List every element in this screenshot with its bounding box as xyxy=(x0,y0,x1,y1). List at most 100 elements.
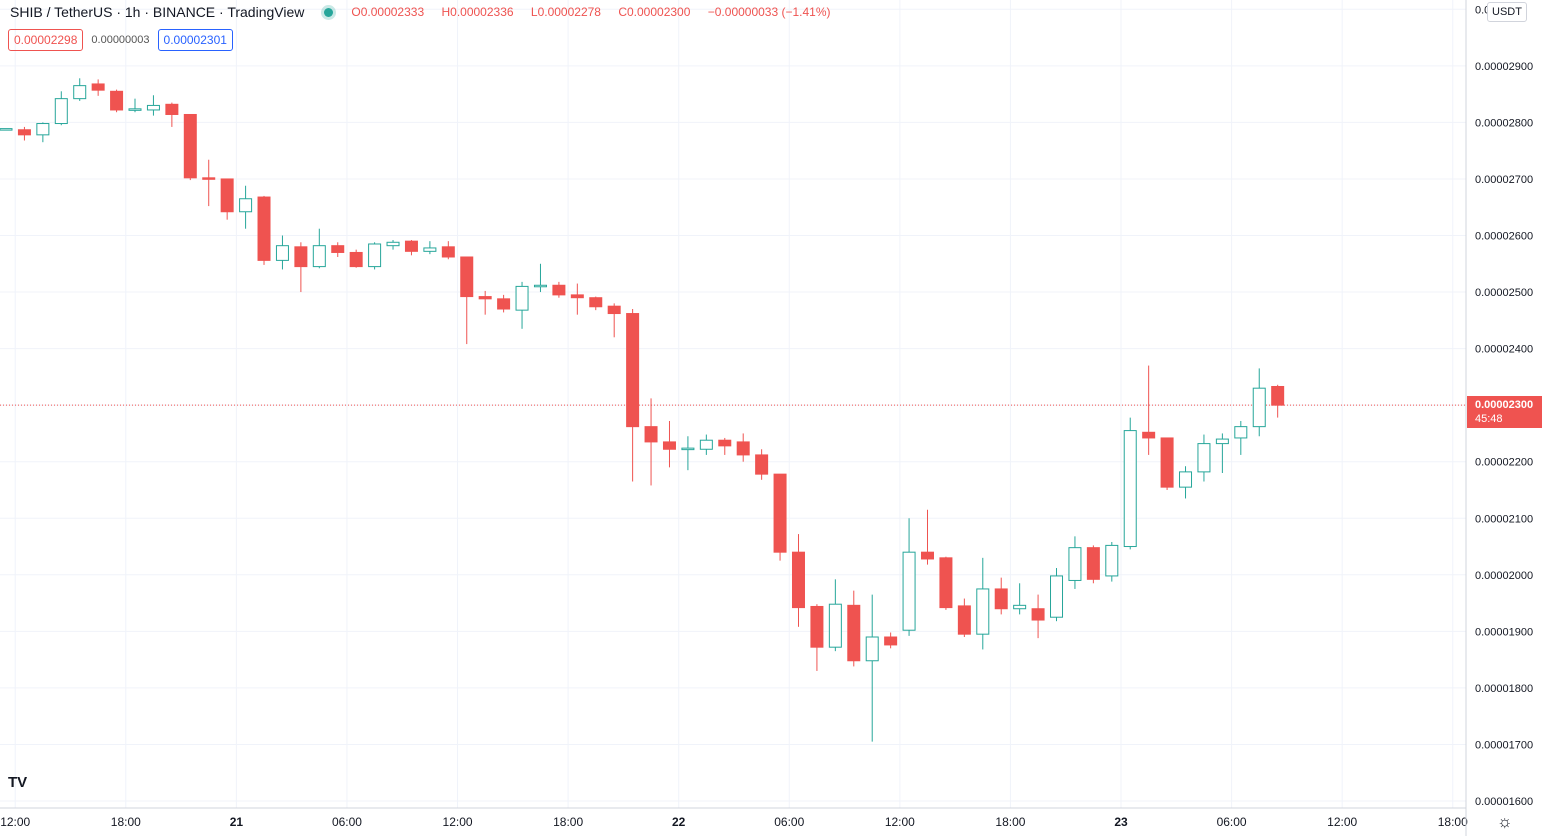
low-value: 0.00002278 xyxy=(537,5,601,19)
y-tick-label: 0.00001900 xyxy=(1475,626,1533,638)
low-key: L xyxy=(530,5,538,19)
candle-down xyxy=(736,441,750,456)
candle-up xyxy=(423,247,437,252)
candle-down xyxy=(718,439,732,447)
candle-down xyxy=(294,246,308,268)
candle-up xyxy=(1068,547,1082,581)
x-tick-label: 12:00 xyxy=(885,815,915,829)
x-tick-label: 06:00 xyxy=(1217,815,1247,829)
x-tick-label: 22 xyxy=(672,815,686,829)
candle-up xyxy=(1252,387,1266,428)
candle-down xyxy=(331,245,345,253)
candle-up xyxy=(0,128,13,131)
high-key: H xyxy=(441,5,451,19)
candle-up xyxy=(368,243,382,268)
candle-down xyxy=(939,557,953,609)
candle-down xyxy=(791,551,805,609)
candle-up xyxy=(54,98,68,125)
y-tick-label: 0.00002200 xyxy=(1475,457,1533,469)
candle-up xyxy=(1123,430,1137,548)
y-tick-label: 0.00002500 xyxy=(1475,287,1533,299)
candle-up xyxy=(865,636,879,662)
candle-down xyxy=(202,177,216,180)
candle-down xyxy=(810,605,824,648)
candle-up xyxy=(976,588,990,635)
candle-down xyxy=(626,313,640,428)
candle-down xyxy=(1271,385,1285,406)
candle-down xyxy=(460,256,474,298)
candle-down xyxy=(1086,547,1100,580)
x-tick-label: 23 xyxy=(1114,815,1128,829)
symbol-title[interactable]: SHIB / TetherUS · 1h · BINANCE · Trading… xyxy=(10,4,305,20)
x-tick-label: 18:00 xyxy=(1438,815,1468,829)
currency-button[interactable]: USDT xyxy=(1487,2,1527,22)
ohlc-values: O0.00002333 H0.00002336 L0.00002278 C0.0… xyxy=(351,5,837,19)
candle-down xyxy=(957,605,971,635)
bid-ask-row: 0.00002298 0.00000003 0.00002301 xyxy=(8,29,233,51)
y-tick-label: 0.00002800 xyxy=(1475,117,1533,129)
candle-down xyxy=(662,441,676,450)
x-tick-label: 12:00 xyxy=(0,815,30,829)
candle-up xyxy=(239,198,253,213)
candle-up xyxy=(681,447,695,451)
candle-down xyxy=(257,196,271,261)
bid-price[interactable]: 0.00002298 xyxy=(8,29,84,51)
x-tick-label: 12:00 xyxy=(1327,815,1357,829)
x-tick-label: 21 xyxy=(230,815,244,829)
y-tick-label: 0.00002600 xyxy=(1475,231,1533,243)
candle-down xyxy=(1031,608,1045,621)
candle-down xyxy=(921,551,934,560)
high-value: 0.00002336 xyxy=(450,5,514,19)
y-tick-label: 0.00002400 xyxy=(1475,344,1533,356)
y-tick-label: 0.00002900 xyxy=(1475,61,1533,73)
x-tick-label: 12:00 xyxy=(443,815,473,829)
x-tick-label: 18:00 xyxy=(111,815,141,829)
candle-up xyxy=(36,123,50,136)
candle-down xyxy=(1160,437,1174,488)
candle-up xyxy=(902,551,916,631)
candle-down xyxy=(220,178,234,213)
last-price-label: 0.00002300 45:48 xyxy=(1467,396,1542,428)
live-dot-icon xyxy=(324,7,334,17)
spread-value: 0.00000003 xyxy=(91,34,150,46)
candle-up xyxy=(312,245,326,268)
candle-up xyxy=(533,284,547,288)
candle-up xyxy=(146,104,160,111)
chart-legend: SHIB / TetherUS · 1h · BINANCE · Trading… xyxy=(10,4,838,20)
y-tick-label: 0.0 xyxy=(1475,4,1490,16)
candle-down xyxy=(17,129,31,136)
candle-up xyxy=(1197,443,1211,473)
candle-down xyxy=(183,113,197,179)
candle-down xyxy=(349,251,363,268)
gear-icon[interactable]: ☼ xyxy=(1497,812,1513,831)
bar-countdown: 45:48 xyxy=(1475,413,1503,425)
candle-down xyxy=(1142,431,1156,439)
candle-down xyxy=(91,83,105,91)
candle-down xyxy=(773,473,787,553)
candle-down xyxy=(755,454,769,475)
candle-down xyxy=(110,90,124,111)
candle-up xyxy=(1234,426,1248,439)
candle-down xyxy=(570,294,584,299)
candle-down xyxy=(644,426,658,443)
y-tick-label: 0.00002100 xyxy=(1475,513,1533,525)
candle-up xyxy=(73,85,87,100)
candle-up xyxy=(515,285,529,311)
candle-down xyxy=(884,636,898,646)
candle-up xyxy=(699,439,713,450)
tradingview-logo-icon[interactable]: TV xyxy=(8,774,28,791)
y-tick-label: 0.00002700 xyxy=(1475,174,1533,186)
close-value: 0.00002300 xyxy=(627,5,691,19)
x-tick-label: 18:00 xyxy=(553,815,583,829)
candle-up xyxy=(1050,575,1064,618)
y-tick-label: 0.00002000 xyxy=(1475,570,1533,582)
y-tick-label: 0.00001700 xyxy=(1475,739,1533,751)
ask-price[interactable]: 0.00002301 xyxy=(157,29,233,51)
candle-up xyxy=(386,241,400,247)
candle-down xyxy=(165,103,179,115)
x-tick-label: 06:00 xyxy=(332,815,362,829)
candle-down xyxy=(607,305,621,315)
close-key: C xyxy=(618,5,627,19)
